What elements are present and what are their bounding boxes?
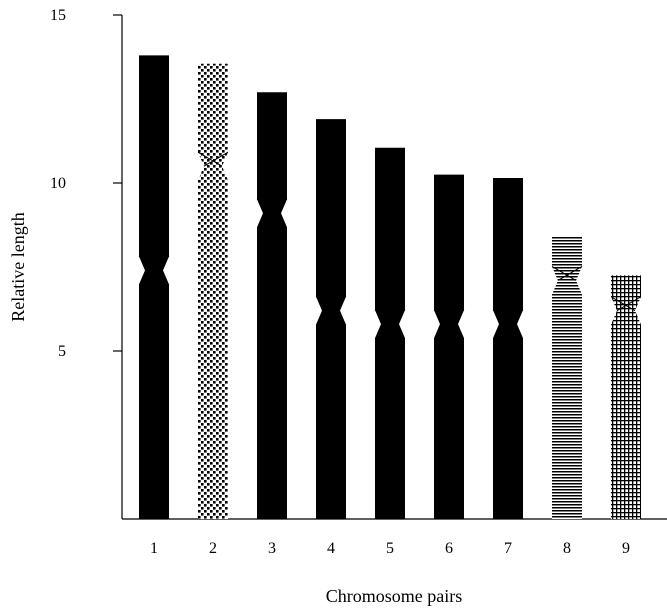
x-tick-label-2: 2 xyxy=(209,540,217,557)
centromere-mark-3-b xyxy=(262,198,288,214)
centromere-mark-8-b xyxy=(557,266,583,281)
centromere-mark-4-b xyxy=(321,296,347,312)
centromere-mark-1-b xyxy=(144,255,170,271)
x-tick-label-3: 3 xyxy=(268,540,276,557)
centromere-mark-6-a xyxy=(433,309,459,325)
centromere-mark-4-a xyxy=(315,296,341,312)
chromosome-bar-4 xyxy=(316,119,346,519)
chromosome-bar-8 xyxy=(552,236,582,519)
x-tick-label-8: 8 xyxy=(563,540,571,557)
x-ticks: 1 2 3 4 5 6 7 8 9 xyxy=(150,540,630,557)
chromosome-bar-1 xyxy=(139,55,169,519)
x-tick-label-4: 4 xyxy=(327,540,335,557)
x-tick-label-5: 5 xyxy=(386,540,394,557)
centromere-mark-6-b xyxy=(439,309,465,325)
y-tick-label-5: 5 xyxy=(58,343,66,360)
chromosome-bar-3 xyxy=(257,92,287,519)
centromere-mark-1-a xyxy=(138,255,164,271)
y-ticks: 5 10 15 xyxy=(50,7,122,360)
centromere-mark-9-a xyxy=(610,296,636,312)
y-tick-label-15: 15 xyxy=(50,7,66,24)
chromosome-bar-6 xyxy=(434,174,464,519)
x-axis-title: Chromosome pairs xyxy=(326,586,463,606)
x-tick-label-7: 7 xyxy=(504,540,512,557)
y-tick-label-10: 10 xyxy=(50,175,66,192)
centromere-mark-2-a xyxy=(197,151,223,167)
chromosome-bar-5 xyxy=(375,147,405,519)
centromere-mark-5-b xyxy=(380,309,406,325)
centromere-mark-9-b xyxy=(616,296,642,312)
centromere-mark-7-a xyxy=(492,309,518,325)
centromere-mark-8-a xyxy=(551,266,577,281)
x-tick-label-1: 1 xyxy=(150,540,158,557)
x-tick-label-6: 6 xyxy=(445,540,453,557)
chromosome-bar-7 xyxy=(493,177,523,519)
centromere-mark-3-a xyxy=(256,198,282,214)
centromere-mark-7-b xyxy=(498,309,524,325)
chromosome-bar-9 xyxy=(611,275,641,519)
x-tick-label-9: 9 xyxy=(622,540,630,557)
y-axis-title: Relative length xyxy=(8,212,28,321)
chromosome-bar-2 xyxy=(198,63,228,519)
centromere-mark-2-b xyxy=(203,151,229,167)
centromere-mark-5-a xyxy=(374,309,400,325)
chromosome-bars xyxy=(138,55,642,519)
